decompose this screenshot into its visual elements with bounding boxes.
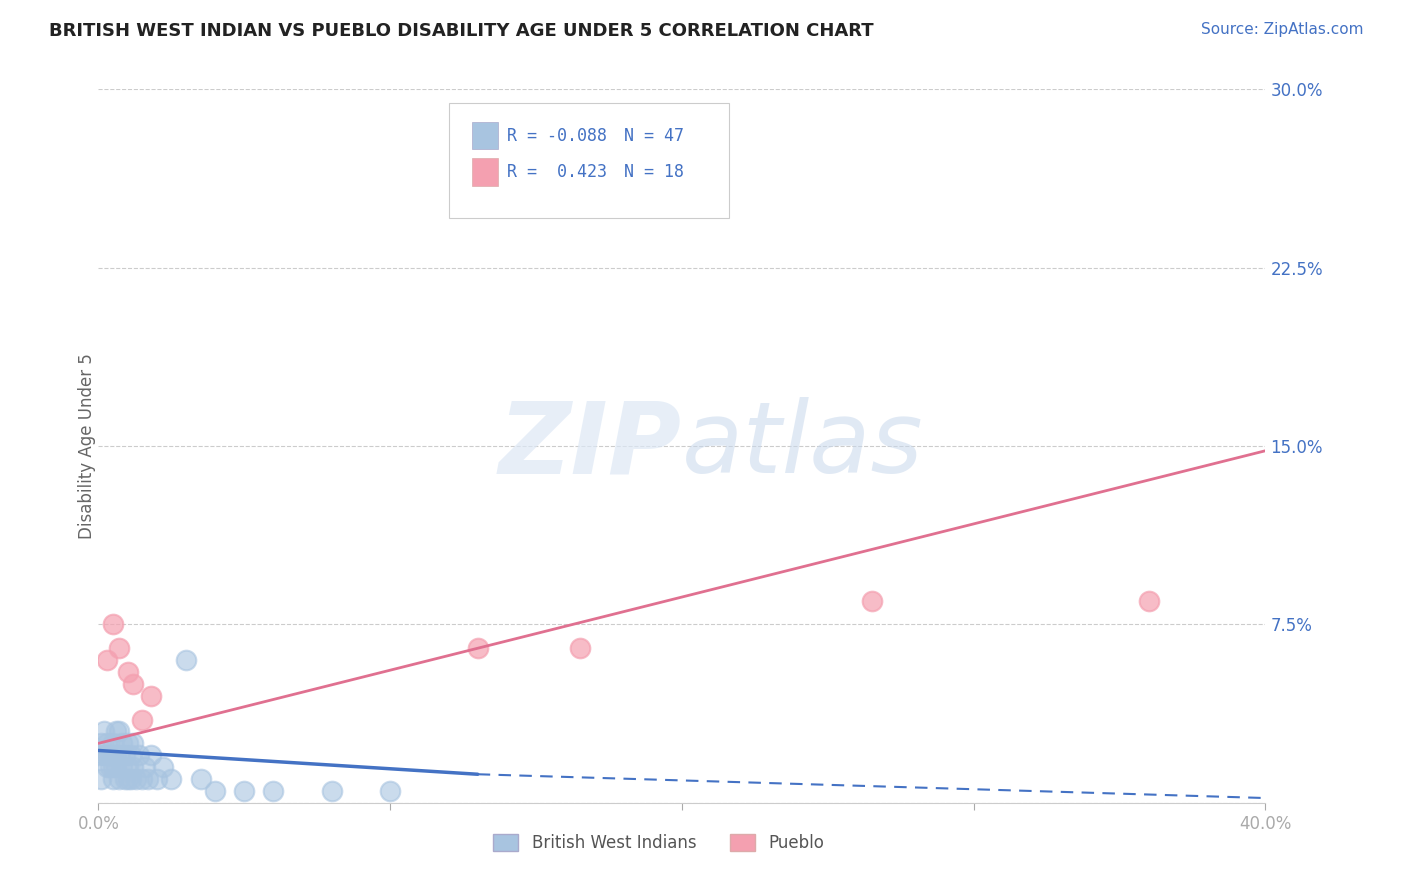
- Point: [122, 677, 145, 691]
- Text: BRITISH WEST INDIAN VS PUEBLO DISABILITY AGE UNDER 5 CORRELATION CHART: BRITISH WEST INDIAN VS PUEBLO DISABILITY…: [49, 22, 875, 40]
- Point: [90, 736, 112, 750]
- FancyBboxPatch shape: [449, 103, 728, 218]
- Point: [131, 713, 153, 727]
- Point: [139, 689, 162, 703]
- FancyBboxPatch shape: [472, 122, 498, 149]
- Point: [96, 653, 118, 667]
- Point: [146, 772, 169, 786]
- Point: [114, 772, 136, 786]
- Point: [134, 760, 156, 774]
- Point: [467, 641, 489, 656]
- Point: [128, 748, 150, 763]
- Point: [96, 748, 118, 763]
- Point: [101, 736, 124, 750]
- Point: [96, 760, 118, 774]
- Point: [117, 665, 139, 679]
- Point: [108, 748, 131, 763]
- Text: N = 18: N = 18: [624, 163, 683, 181]
- Point: [114, 748, 136, 763]
- Point: [1137, 593, 1160, 607]
- Point: [90, 772, 112, 786]
- Point: [136, 772, 159, 786]
- Text: R = -0.088: R = -0.088: [508, 127, 607, 145]
- Point: [98, 760, 121, 774]
- FancyBboxPatch shape: [472, 159, 498, 186]
- Point: [108, 641, 131, 656]
- Point: [101, 748, 124, 763]
- Point: [117, 772, 139, 786]
- Text: atlas: atlas: [682, 398, 924, 494]
- Point: [131, 772, 153, 786]
- Point: [122, 736, 145, 750]
- Point: [122, 760, 145, 774]
- Point: [160, 772, 183, 786]
- Point: [233, 784, 256, 798]
- Point: [190, 772, 212, 786]
- Point: [101, 760, 124, 774]
- Text: Source: ZipAtlas.com: Source: ZipAtlas.com: [1201, 22, 1364, 37]
- Point: [111, 736, 134, 750]
- Point: [174, 653, 197, 667]
- Point: [104, 748, 127, 763]
- Point: [117, 736, 139, 750]
- Point: [98, 748, 121, 763]
- Point: [120, 748, 142, 763]
- Point: [104, 760, 127, 774]
- Point: [117, 760, 139, 774]
- Point: [87, 748, 110, 763]
- Text: ZIP: ZIP: [499, 398, 682, 494]
- Point: [262, 784, 284, 798]
- Point: [860, 593, 883, 607]
- Point: [139, 748, 162, 763]
- Point: [93, 724, 115, 739]
- Point: [120, 772, 142, 786]
- Point: [125, 772, 148, 786]
- Point: [380, 784, 402, 798]
- Y-axis label: Disability Age Under 5: Disability Age Under 5: [79, 353, 96, 539]
- Point: [657, 153, 679, 168]
- Point: [101, 772, 124, 786]
- Point: [321, 784, 343, 798]
- Point: [108, 772, 131, 786]
- Point: [152, 760, 174, 774]
- Point: [93, 748, 115, 763]
- Point: [568, 641, 591, 656]
- Point: [96, 736, 118, 750]
- Point: [108, 724, 131, 739]
- Point: [111, 760, 134, 774]
- Point: [101, 617, 124, 632]
- Text: N = 47: N = 47: [624, 127, 683, 145]
- Text: R =  0.423: R = 0.423: [508, 163, 607, 181]
- Point: [104, 724, 127, 739]
- Legend: British West Indians, Pueblo: British West Indians, Pueblo: [486, 827, 831, 859]
- Point: [204, 784, 226, 798]
